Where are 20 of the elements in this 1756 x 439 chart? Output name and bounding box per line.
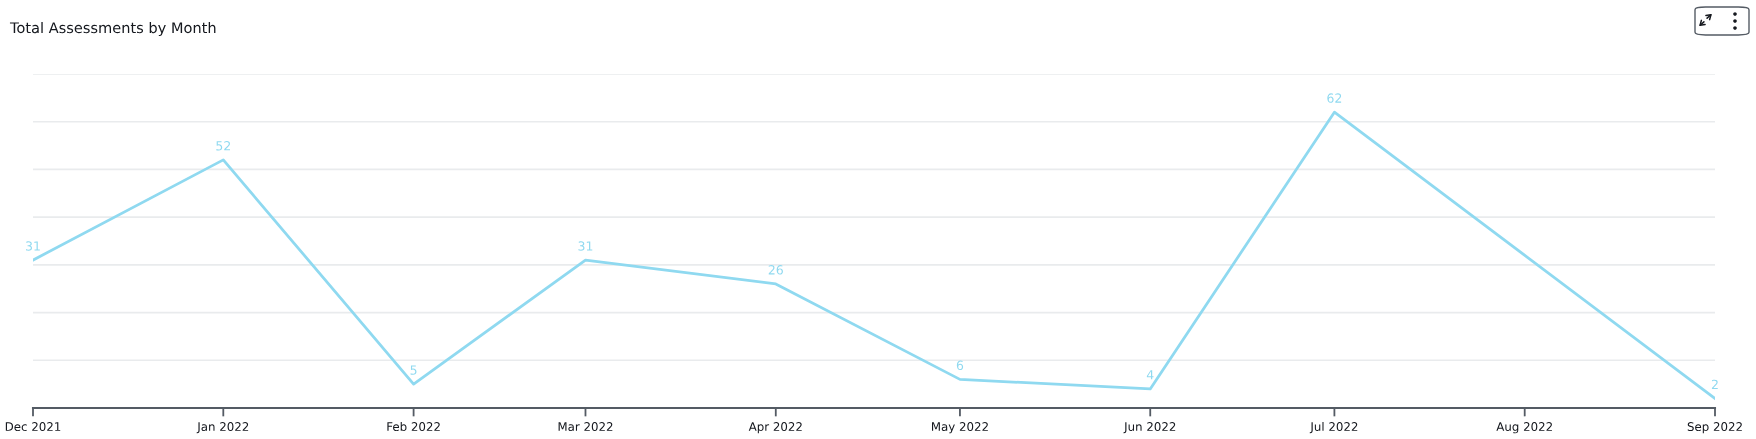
x-tick-label: Sep 2022 — [1687, 422, 1742, 434]
data-label: 31 — [26, 241, 40, 251]
x-tick-label: Mar 2022 — [558, 422, 613, 432]
x-tick-label: Aug 2022 — [1496, 422, 1552, 434]
x-tick-label: May 2022 — [932, 422, 988, 434]
data-label: 62 — [1327, 93, 1342, 103]
data-label: 4 — [1146, 370, 1154, 380]
x-tick-label: Feb 2022 — [387, 421, 440, 432]
x-tick-label: Dec 2021 — [5, 422, 61, 432]
data-label: 31 — [578, 241, 593, 251]
data-label: 6 — [956, 360, 964, 371]
x-tick-label: Jul 2022 — [1309, 421, 1358, 434]
x-tick-label: Jan 2022 — [196, 422, 249, 434]
data-label: 5 — [410, 365, 417, 375]
data-label: 2 — [1711, 379, 1718, 389]
x-tick-label: Apr 2022 — [748, 422, 802, 434]
data-label: 52 — [216, 141, 230, 151]
data-label: 26 — [768, 265, 783, 275]
x-tick-label: Jun 2022 — [1123, 422, 1176, 434]
chart-title: Total Assessments by Month — [9, 21, 216, 37]
